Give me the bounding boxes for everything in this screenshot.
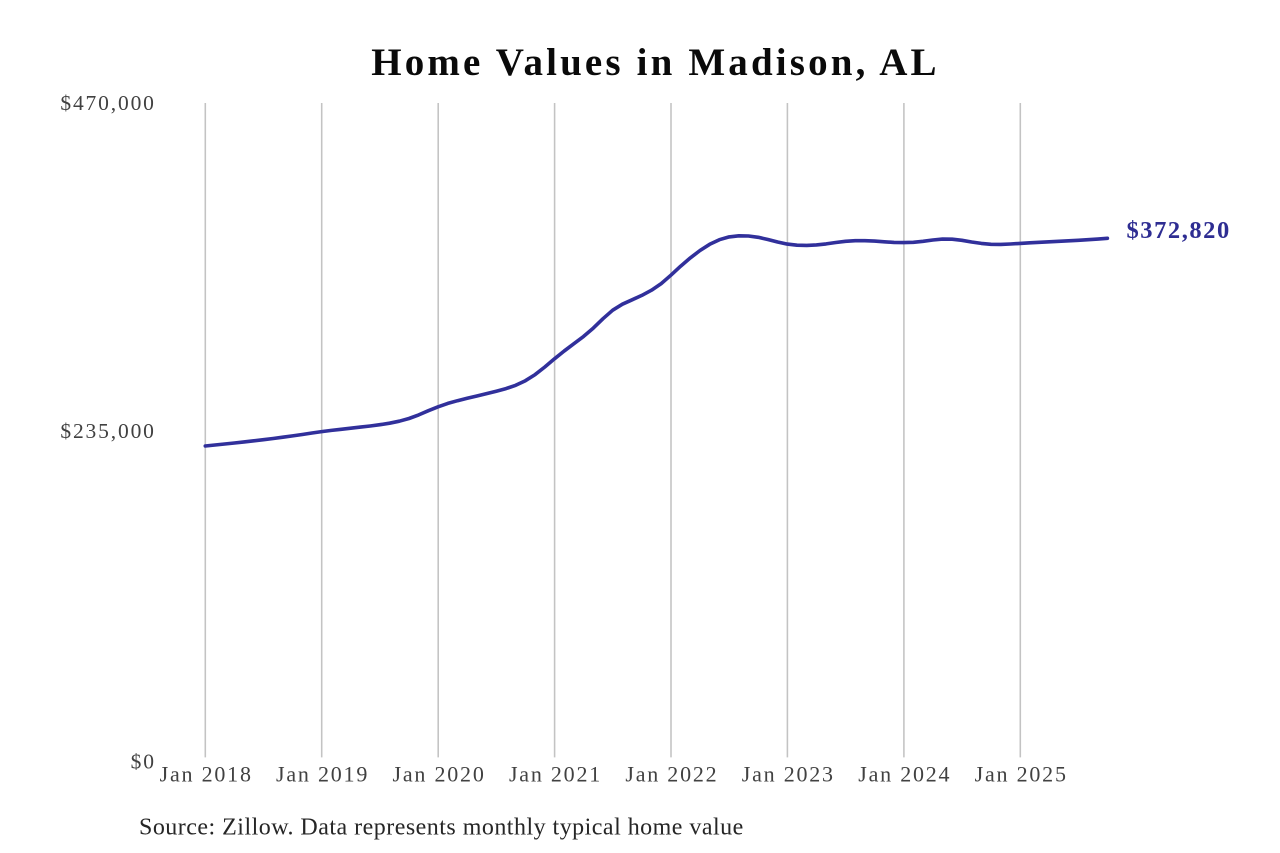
svg-text:Jan 2022: Jan 2022	[625, 762, 718, 787]
svg-text:Jan 2021: Jan 2021	[509, 762, 602, 787]
svg-text:$0: $0	[131, 750, 156, 774]
svg-text:Jan 2025: Jan 2025	[975, 762, 1068, 787]
svg-text:Jan 2023: Jan 2023	[742, 762, 835, 787]
svg-text:Source: Zillow. Data represent: Source: Zillow. Data represents monthly …	[139, 814, 744, 840]
svg-text:$470,000: $470,000	[60, 91, 155, 115]
svg-text:Jan 2020: Jan 2020	[393, 762, 486, 787]
svg-text:Jan 2024: Jan 2024	[858, 762, 951, 787]
svg-text:Jan 2019: Jan 2019	[276, 762, 369, 787]
svg-text:$235,000: $235,000	[60, 419, 155, 443]
svg-text:Home Values in Madison, AL: Home Values in Madison, AL	[371, 41, 939, 84]
svg-text:Jan 2018: Jan 2018	[160, 762, 253, 787]
svg-text:$372,820: $372,820	[1127, 217, 1231, 244]
